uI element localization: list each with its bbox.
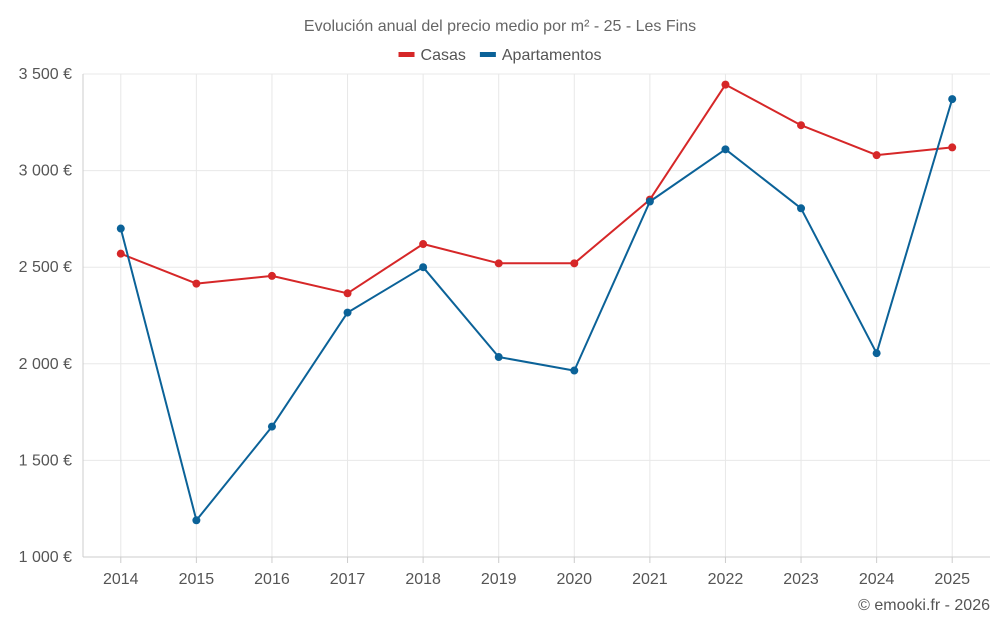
y-tick-label: 3 500 €: [19, 66, 72, 83]
data-point-casas[interactable]: [721, 80, 730, 89]
legend-label: Apartamentos: [502, 47, 602, 64]
x-tick-label: 2020: [556, 571, 592, 588]
legend-swatch: [398, 52, 415, 57]
data-point-casas[interactable]: [267, 271, 276, 280]
y-tick-label: 1 500 €: [19, 452, 72, 469]
x-tick-label: 2014: [103, 571, 139, 588]
chart-title: Evolución anual del precio medio por m² …: [304, 18, 696, 35]
x-tick-label: 2015: [179, 571, 215, 588]
data-point-casas[interactable]: [494, 259, 503, 268]
data-point-apartamentos[interactable]: [570, 366, 579, 375]
x-tick-label: 2018: [405, 571, 441, 588]
y-tick-label: 1 000 €: [19, 549, 72, 566]
legend-item-casas[interactable]: Casas: [398, 47, 466, 64]
data-point-apartamentos[interactable]: [192, 516, 201, 525]
x-tick-label: 2017: [330, 571, 366, 588]
data-point-casas[interactable]: [948, 143, 957, 152]
x-tick-label: 2016: [254, 571, 290, 588]
legend: Casas Apartamentos: [398, 47, 602, 64]
data-point-apartamentos[interactable]: [948, 95, 957, 104]
y-tick-label: 2 500 €: [19, 259, 72, 276]
data-point-apartamentos[interactable]: [645, 197, 654, 206]
series-layer: [116, 80, 957, 525]
grid: [83, 73, 990, 557]
data-point-apartamentos[interactable]: [343, 308, 352, 317]
series-line-apartamentos: [119, 98, 954, 522]
data-point-casas[interactable]: [116, 249, 125, 258]
data-point-apartamentos[interactable]: [419, 263, 428, 272]
credit-text: © emooki.fr - 2026: [858, 597, 990, 614]
series-line-casas: [120, 83, 953, 295]
y-tick-label: 3 000 €: [19, 163, 72, 180]
data-point-casas[interactable]: [192, 279, 201, 288]
data-point-casas[interactable]: [797, 121, 806, 130]
x-tick-label: 2025: [934, 571, 970, 588]
data-point-apartamentos[interactable]: [797, 204, 806, 213]
y-tick-label: 2 000 €: [19, 356, 72, 373]
x-tick-label: 2019: [481, 571, 517, 588]
x-tick-label: 2022: [708, 571, 744, 588]
data-point-casas[interactable]: [343, 289, 352, 298]
data-point-casas[interactable]: [570, 259, 579, 268]
axes: 1 000 € 1 500 € 2 000 € 2 500 € 3 000 € 3 500…: [19, 66, 990, 588]
legend-label: Casas: [421, 47, 466, 64]
data-point-apartamentos[interactable]: [494, 353, 503, 362]
data-point-casas[interactable]: [419, 240, 428, 249]
legend-item-apartamentos[interactable]: Apartamentos: [479, 47, 602, 64]
x-tick-label: 2023: [783, 571, 819, 588]
data-point-apartamentos[interactable]: [721, 145, 730, 154]
x-tick-label: 2021: [632, 571, 668, 588]
data-point-apartamentos[interactable]: [267, 422, 276, 431]
legend-swatch: [479, 52, 496, 57]
x-tick-label: 2024: [859, 571, 895, 588]
data-point-apartamentos[interactable]: [872, 349, 881, 358]
data-point-apartamentos[interactable]: [116, 224, 125, 233]
data-point-casas[interactable]: [872, 151, 881, 160]
